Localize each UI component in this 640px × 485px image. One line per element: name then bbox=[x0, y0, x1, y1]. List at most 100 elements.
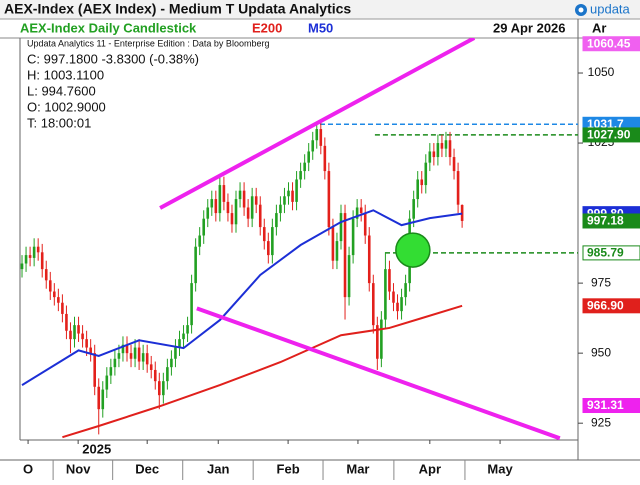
candle-body bbox=[456, 171, 460, 205]
price-label: 1027.90 bbox=[587, 128, 631, 142]
candle-body bbox=[202, 218, 206, 236]
candle-body bbox=[129, 353, 133, 359]
candle-body bbox=[190, 283, 193, 326]
y-tick-label: 1050 bbox=[588, 65, 615, 79]
candle-body bbox=[101, 389, 105, 410]
candle-body bbox=[182, 333, 185, 340]
candle-body bbox=[242, 190, 246, 208]
candle-body bbox=[73, 325, 76, 340]
candle-body bbox=[396, 302, 399, 312]
x-tick-label: May bbox=[487, 461, 513, 476]
candle-body bbox=[32, 246, 36, 258]
candle-body bbox=[93, 353, 96, 387]
candle-body bbox=[226, 201, 230, 214]
candle-body bbox=[351, 218, 355, 256]
price-label-box bbox=[582, 298, 640, 314]
axis-header: Ar bbox=[592, 20, 606, 35]
candle-body bbox=[141, 353, 145, 362]
y-tick-label: 950 bbox=[591, 345, 611, 359]
candle-body bbox=[153, 369, 157, 382]
candle-body bbox=[307, 151, 310, 163]
candle-body bbox=[137, 347, 141, 362]
candle-body bbox=[412, 199, 415, 219]
y-tick-label: 975 bbox=[591, 275, 611, 289]
candle-body bbox=[388, 269, 391, 292]
candle-body bbox=[149, 364, 153, 370]
candle-body bbox=[367, 235, 371, 284]
chart-title: AEX-Index Daily Candlestick bbox=[20, 20, 197, 35]
candle-body bbox=[287, 190, 290, 197]
candle-body bbox=[117, 353, 121, 359]
info-line: O: 1002.9000 bbox=[27, 99, 106, 114]
candle-body bbox=[48, 280, 52, 292]
candle-body bbox=[20, 263, 24, 270]
price-label: 985.79 bbox=[587, 246, 624, 260]
candle-body bbox=[416, 179, 420, 200]
candle-body bbox=[371, 283, 375, 326]
candle-body bbox=[271, 227, 274, 256]
candle-body bbox=[238, 190, 242, 200]
candle-body bbox=[424, 162, 428, 186]
candle-body bbox=[89, 347, 92, 354]
candle-body bbox=[230, 213, 234, 225]
candle-body bbox=[323, 145, 327, 172]
candle-body bbox=[157, 381, 161, 396]
candle-body bbox=[125, 344, 129, 354]
candle-body bbox=[246, 207, 250, 219]
candle-body bbox=[162, 381, 165, 396]
date: 29 Apr 2026 bbox=[493, 20, 566, 35]
price-label: 1060.45 bbox=[587, 36, 631, 50]
candle-body bbox=[343, 213, 347, 298]
price-label: 997.18 bbox=[587, 214, 624, 228]
candle-body bbox=[258, 204, 262, 228]
candle-body bbox=[444, 140, 448, 149]
candle-body bbox=[36, 246, 40, 253]
candle-body bbox=[97, 386, 101, 410]
candle-body bbox=[170, 358, 173, 368]
candle-body bbox=[69, 330, 72, 340]
candle-body bbox=[105, 375, 109, 390]
candle-body bbox=[291, 190, 294, 202]
candle-body bbox=[113, 358, 117, 368]
price-label: 931.31 bbox=[587, 398, 624, 412]
logo-icon-inner bbox=[578, 7, 584, 13]
y-tick-label: 925 bbox=[591, 415, 611, 429]
candle-body bbox=[53, 291, 56, 298]
trendline bbox=[159, 38, 476, 210]
title-bar bbox=[0, 0, 640, 19]
candle-body bbox=[194, 246, 197, 284]
candle-body bbox=[109, 367, 113, 376]
candle-body bbox=[166, 367, 169, 382]
candle-body bbox=[460, 204, 464, 221]
candle-body bbox=[315, 129, 319, 141]
candle-body bbox=[218, 185, 222, 214]
x-tick-label: Mar bbox=[346, 461, 369, 476]
candle-body bbox=[384, 269, 387, 320]
candle-body bbox=[452, 157, 456, 172]
price-label: 966.90 bbox=[587, 298, 624, 312]
legend-entry: M50 bbox=[308, 20, 333, 35]
candle-body bbox=[133, 347, 137, 359]
candle-body bbox=[178, 339, 181, 348]
candle-body bbox=[222, 185, 226, 202]
x-tick-label: O bbox=[23, 461, 33, 476]
candle-body bbox=[145, 353, 149, 365]
candle-body bbox=[319, 129, 323, 146]
candle-body bbox=[174, 347, 177, 359]
candle-body bbox=[121, 344, 125, 354]
candle-body bbox=[420, 179, 424, 186]
candle-body bbox=[339, 213, 343, 242]
candle-body bbox=[392, 291, 395, 303]
candle-body bbox=[77, 325, 80, 334]
candle-body bbox=[254, 196, 258, 205]
candle-body bbox=[44, 269, 48, 281]
info-line: L: 994.7600 bbox=[27, 83, 96, 98]
candle-body bbox=[40, 252, 44, 270]
x-tick-label: Feb bbox=[277, 461, 300, 476]
candle-body bbox=[303, 162, 306, 172]
x-tick-label: Nov bbox=[66, 461, 91, 476]
signal-marker bbox=[395, 232, 431, 268]
candle-body bbox=[428, 151, 432, 163]
candle-body bbox=[24, 255, 28, 264]
